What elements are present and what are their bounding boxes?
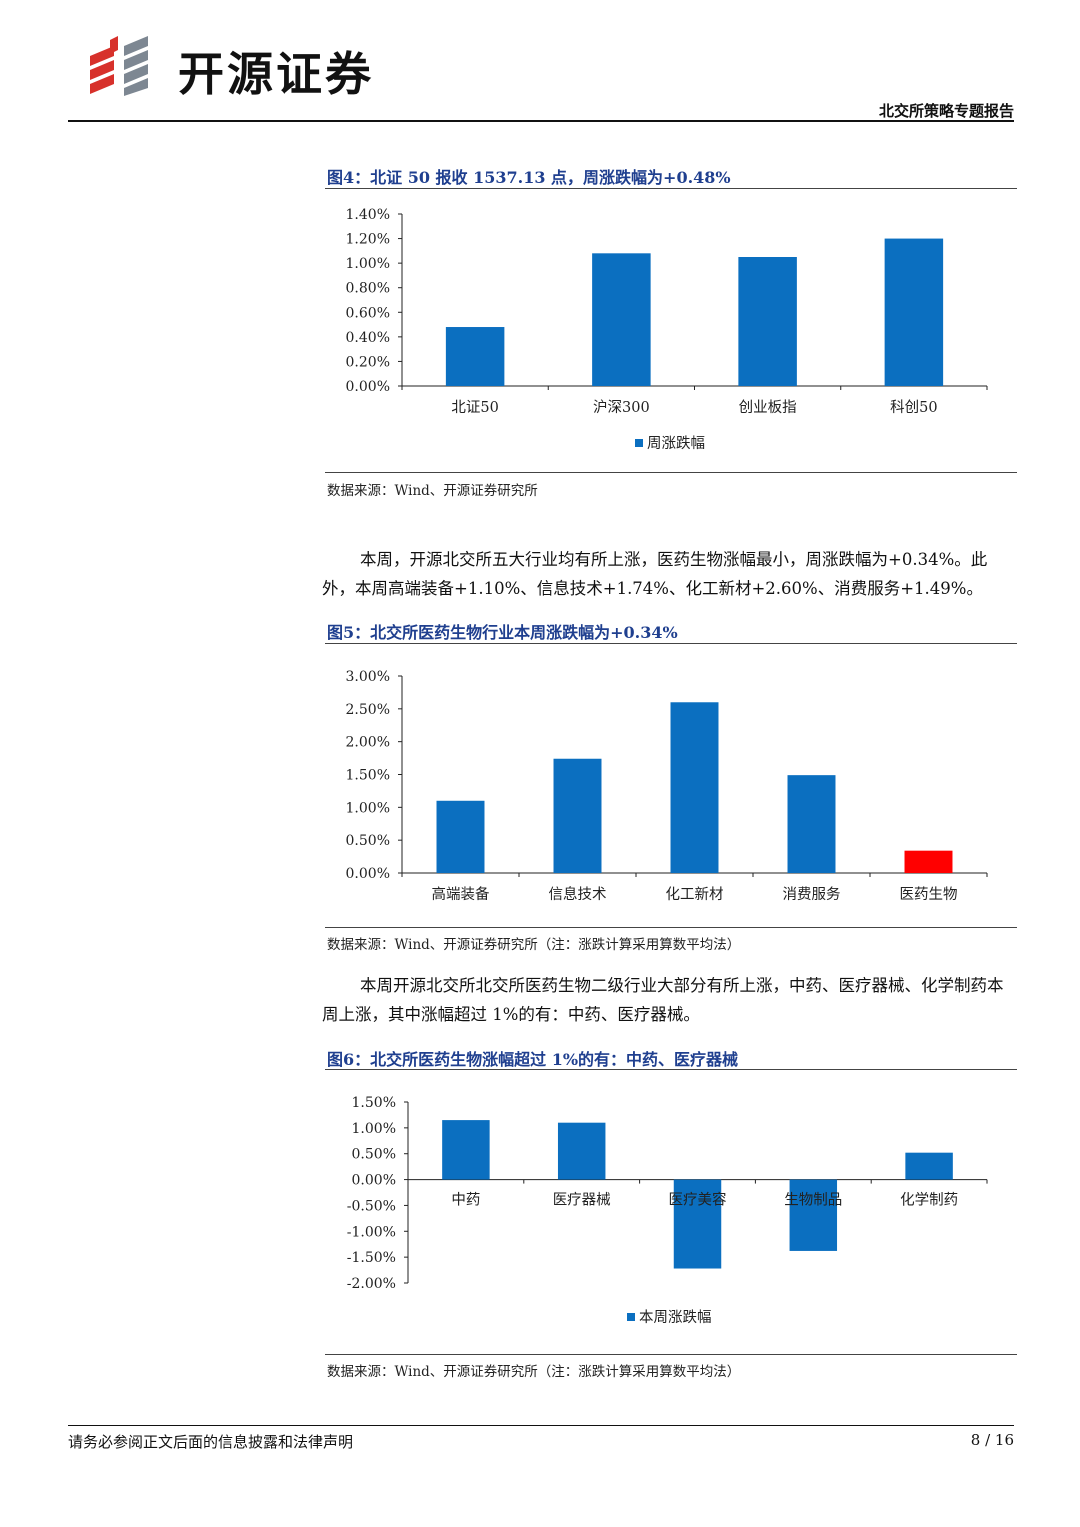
- fig4-legend-label: 周涨跌幅: [647, 435, 705, 452]
- fig5-y-tick-label: 0.00%: [346, 866, 390, 882]
- fig4-x-label: 沪深300: [593, 399, 650, 416]
- fig4-bar-3: [738, 257, 797, 386]
- fig4-bar-1: [445, 327, 505, 386]
- fig6-bar-5: [905, 1152, 953, 1180]
- fig5-bar-2: [553, 758, 602, 873]
- fig6-bar-2: [557, 1122, 606, 1180]
- fig6-y-tick-label: 1.50%: [352, 1095, 396, 1111]
- fig6-legend-swatch: [627, 1313, 635, 1321]
- fig4-bar-2: [592, 253, 651, 386]
- company-logo-icon: [90, 36, 148, 96]
- fig4-y-tick-label: 1.40%: [346, 207, 390, 223]
- fig6-x-label: 中药: [451, 1192, 480, 1209]
- fig4-legend-swatch: [635, 439, 643, 447]
- fig6-y-tick-label: -1.00%: [347, 1224, 396, 1240]
- fig6-y-tick-label: 0.00%: [352, 1173, 396, 1189]
- figure-6-top-rule: [325, 1069, 1017, 1070]
- fig5-x-label: 化工新材: [666, 886, 724, 903]
- fig6-y-tick-label: 1.00%: [352, 1121, 396, 1137]
- fig5-x-label: 信息技术: [549, 886, 607, 903]
- figure-5-top-rule: [325, 643, 1017, 644]
- fig6-bar-4: [789, 1179, 838, 1251]
- fig4-y-tick-label: 1.20%: [346, 232, 390, 248]
- header-divider: [68, 120, 1014, 122]
- fig4-y-tick-label: 0.60%: [346, 305, 390, 321]
- figure-6-title: 图6：北交所医药生物涨幅超过 1%的有：中药、医疗器械: [327, 1050, 739, 1069]
- fig6-bar-3: [673, 1179, 722, 1269]
- fig6-y-tick-label: -0.50%: [347, 1198, 396, 1214]
- fig4-y-tick-label: 0.20%: [346, 354, 390, 370]
- fig6-x-label: 医疗美容: [669, 1192, 727, 1209]
- fig4-y-tick-label: 1.00%: [346, 256, 390, 272]
- fig4-x-label: 创业板指: [739, 398, 797, 416]
- figure-5-bottom-rule: [325, 927, 1017, 928]
- fig4-x-label: 科创50: [890, 399, 937, 416]
- fig5-y-tick-label: 3.00%: [346, 669, 390, 685]
- fig6-bar-1: [442, 1120, 490, 1180]
- figure-6-bottom-rule: [325, 1354, 1017, 1355]
- fig6-legend-label: 本周涨跌幅: [639, 1309, 712, 1326]
- figure-4-bottom-rule: [325, 472, 1017, 473]
- fig5-y-tick-label: 2.00%: [346, 735, 390, 751]
- fig6-y-tick-label: -2.00%: [347, 1276, 396, 1292]
- footer-disclaimer: 请务必参阅正文后面的信息披露和法律声明: [68, 1433, 354, 1451]
- figure-4-title: 图4：北证 50 报收 1537.13 点，周涨跌幅为+0.48%: [327, 168, 731, 187]
- fig5-y-tick-label: 2.50%: [346, 702, 390, 718]
- fig5-x-label: 消费服务: [783, 886, 841, 903]
- footer-divider: [68, 1425, 1014, 1426]
- fig5-y-tick-label: 0.50%: [346, 833, 390, 849]
- fig5-x-label: 医药生物: [900, 886, 958, 903]
- figure-6-chart: -2.00% -1.50% -1.00% -0.50% 0.00% 0.50% 1.00% 1…: [347, 1095, 988, 1326]
- fig5-bar-1: [436, 800, 485, 873]
- figure-5-source: 数据来源：Wind、开源证券研究所（注：涨跌计算采用算数平均法）: [327, 937, 741, 953]
- body-paragraph-2: 本周开源北交所北交所医药生物二级行业大部分有所上涨，中药、医疗器械、化学制药本周…: [322, 976, 1004, 1024]
- fig4-y-tick-label: 0.40%: [346, 330, 390, 346]
- fig5-y-tick-label: 1.00%: [346, 800, 390, 816]
- fig6-y-tick-label: 0.50%: [352, 1147, 396, 1163]
- fig5-bar-5: [904, 850, 953, 873]
- fig6-x-label: 生物制品: [784, 1192, 842, 1209]
- figure-4-chart: 0.00% 0.20% 0.40% 0.60% 0.80% 1.00% 1.20% 1.40%…: [346, 207, 988, 452]
- fig4-x-label: 北证50: [451, 399, 498, 416]
- fig6-x-label: 医疗器械: [553, 1192, 611, 1209]
- fig5-y-tick-label: 1.50%: [346, 768, 390, 784]
- body-paragraph-1: 本周，开源北交所五大行业均有所上涨，医药生物涨幅最小，周涨跌幅为+0.34%。此…: [322, 550, 988, 598]
- fig5-x-label: 高端装备: [432, 886, 490, 903]
- report-title: 北交所策略专题报告: [878, 102, 1014, 120]
- fig4-bar-4: [884, 238, 944, 386]
- figure-4-source: 数据来源：Wind、开源证券研究所: [327, 483, 538, 499]
- figure-4-top-rule: [325, 188, 1017, 189]
- page-number: 8 / 16: [970, 1431, 1014, 1449]
- company-name: 开源证券: [178, 47, 374, 101]
- fig4-y-tick-label: 0.80%: [346, 281, 390, 297]
- fig6-x-label: 化学制药: [900, 1192, 958, 1209]
- fig4-y-tick-label: 0.00%: [346, 379, 390, 395]
- fig6-y-tick-label: -1.50%: [347, 1250, 396, 1266]
- figure-5-title: 图5：北交所医药生物行业本周涨跌幅为+0.34%: [327, 623, 678, 642]
- figure-6-source: 数据来源：Wind、开源证券研究所（注：涨跌计算采用算数平均法）: [327, 1364, 741, 1380]
- fig5-bar-3: [670, 702, 719, 873]
- figure-5-chart: 0.00% 0.50% 1.00% 1.50% 2.00% 2.50% 3.00% 高端装备 信…: [346, 669, 988, 903]
- fig5-bar-4: [787, 775, 836, 873]
